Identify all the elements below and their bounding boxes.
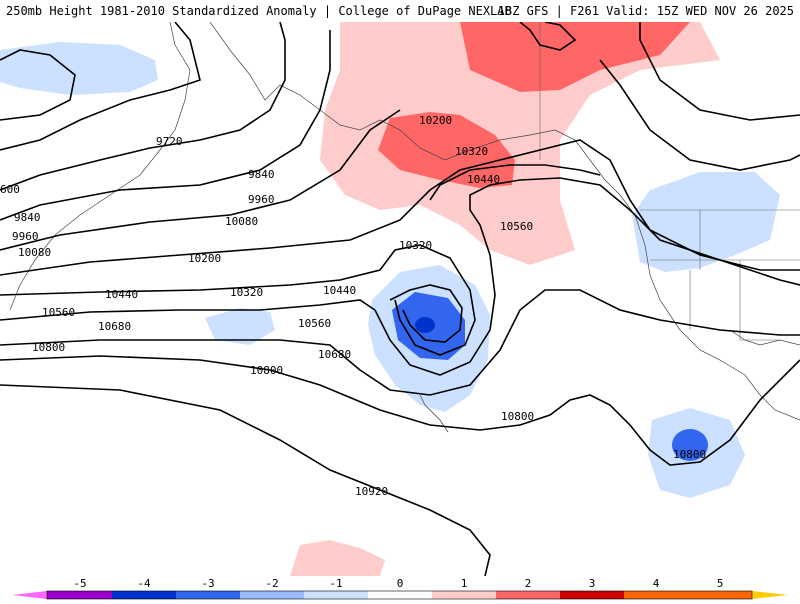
colorbar-segment — [688, 591, 752, 599]
map-header: 250mb Height 1981-2010 Standardized Anom… — [0, 0, 800, 22]
contour-label: 10080 — [225, 215, 258, 228]
colorbar-segment — [176, 591, 240, 599]
coastlines — [9, 22, 800, 433]
contour-label: 10440 — [323, 284, 356, 297]
contour-label: 10560 — [500, 220, 533, 233]
contour-label: 10320 — [455, 145, 488, 158]
contour-label: 10680 — [98, 320, 131, 333]
colorbar-segment — [368, 591, 432, 599]
colorbar-tick-label: 0 — [397, 577, 404, 590]
colorbar-segment — [624, 591, 688, 599]
contour-label: 10440 — [105, 288, 138, 301]
colorbar-tick-label: 3 — [589, 577, 596, 590]
colorbar-segment — [112, 591, 176, 599]
contour-label: 10800 — [501, 410, 534, 423]
contour-label: 10800 — [250, 364, 283, 377]
colorbar-tick-labels: -5 -4 -3 -2 -1 0 1 2 3 4 5 — [73, 577, 723, 590]
contour-label: 9960 — [12, 230, 39, 243]
colorbar-tick-label: -4 — [137, 577, 151, 590]
contour-label: 9840 — [248, 168, 275, 181]
anomaly-colorbar: -5 -4 -3 -2 -1 0 1 2 3 4 5 — [0, 576, 800, 600]
contour-label: 10080 — [18, 246, 51, 259]
colorbar-segment — [304, 591, 368, 599]
colorbar-segment — [560, 591, 624, 599]
colorbar-segment — [240, 591, 304, 599]
colorbar-segment — [496, 591, 560, 599]
colorbar-tick-label: 1 — [461, 577, 468, 590]
colorbar-tick-label: -2 — [265, 577, 278, 590]
colorbar-tick-label: 2 — [525, 577, 532, 590]
colorbar-segment — [47, 591, 112, 599]
positive-anomaly-shading — [290, 22, 720, 576]
contour-label: 10680 — [318, 348, 351, 361]
contour-label: 10560 — [298, 317, 331, 330]
colorbar-tick-label: -1 — [329, 577, 342, 590]
contour-label: 10800 — [32, 341, 65, 354]
contour-label: 9840 — [14, 211, 41, 224]
contour-label: 10320 — [399, 239, 432, 252]
map-title: 250mb Height 1981-2010 Standardized Anom… — [6, 4, 512, 18]
height-contours — [0, 22, 800, 576]
contour-label: 10200 — [419, 114, 452, 127]
contour-label: 10800 — [673, 448, 706, 461]
contour-label: 600 — [0, 183, 20, 196]
colorbar-tick-label: 5 — [717, 577, 724, 590]
colorbar-segment — [432, 591, 496, 599]
contour-label: 10440 — [467, 173, 500, 186]
negative-anomaly-shading — [0, 42, 780, 498]
colorbar-tick-label: 4 — [653, 577, 660, 590]
contour-label: 10920 — [355, 485, 388, 498]
contour-label: 9960 — [248, 193, 275, 206]
contour-label: 10200 — [188, 252, 221, 265]
colorbar-tick-label: -5 — [73, 577, 86, 590]
contour-label: 9720 — [156, 135, 183, 148]
contour-label: 10320 — [230, 286, 263, 299]
anomaly-map: 600 9720 9840 9960 9840 9960 10080 10080… — [0, 22, 800, 576]
contour-labels: 600 9720 9840 9960 9840 9960 10080 10080… — [0, 114, 706, 498]
model-run-info: 18Z GFS | F261 Valid: 15Z WED NOV 26 202… — [497, 4, 794, 18]
colorbar-segments — [12, 590, 788, 600]
contour-label: 10560 — [42, 306, 75, 319]
colorbar-outline — [46, 590, 753, 600]
colorbar-arrow-left — [12, 591, 47, 599]
colorbar-arrow-right — [752, 591, 788, 599]
colorbar-tick-label: -3 — [201, 577, 214, 590]
